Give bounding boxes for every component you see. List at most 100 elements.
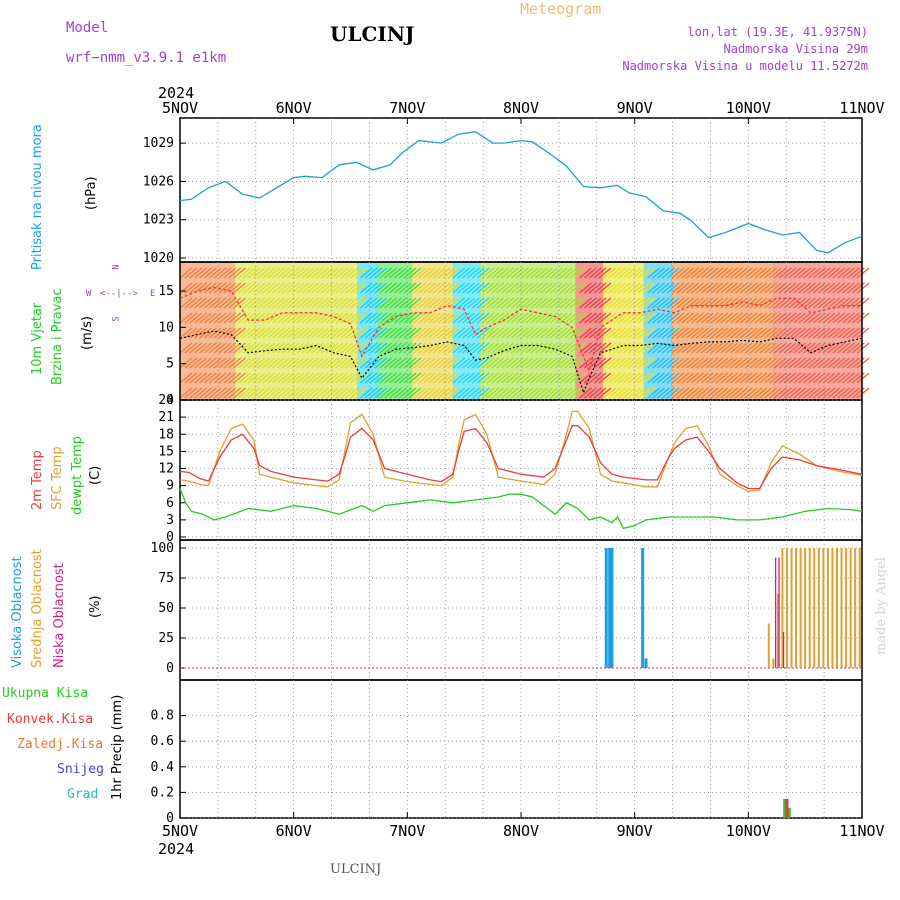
wind-barb: [705, 342, 719, 354]
wind-barb: [798, 297, 812, 309]
wind-barb: [389, 342, 402, 354]
wind-barb: [837, 372, 851, 384]
wind-barb: [622, 267, 636, 279]
wind-barb: [228, 387, 242, 399]
wind-barb: [496, 297, 510, 309]
wind-barb: [462, 297, 475, 309]
ytick-label-cloud_cover: 0: [166, 661, 174, 676]
wind-barb: [432, 372, 446, 384]
wind-barb: [398, 297, 412, 309]
xtick-label-bottom: 5NOV: [162, 822, 198, 840]
wind-barb: [384, 267, 398, 279]
wind-barb: [613, 357, 627, 369]
wind-barb: [525, 282, 539, 294]
wind-barb: [666, 372, 680, 384]
wind-barb: [598, 357, 612, 369]
wind-barb: [486, 387, 500, 399]
wind-barb: [398, 312, 412, 324]
wind-barb: [637, 357, 651, 369]
wind-barb: [569, 357, 583, 369]
wind-barb: [306, 297, 320, 309]
wind-barb: [471, 267, 485, 279]
wind-barb: [540, 312, 553, 324]
wind-barb: [335, 297, 349, 309]
wind-barb: [764, 357, 778, 369]
wind-barb: [418, 357, 432, 369]
wind-barb: [700, 357, 714, 369]
wind-barb: [194, 297, 208, 309]
wind-barb: [223, 387, 237, 399]
wind-barb: [622, 357, 636, 369]
wind-barb: [423, 387, 437, 399]
xtick-label-bottom: 9NOV: [617, 822, 653, 840]
wind-barb: [793, 282, 807, 294]
wind-barb: [403, 282, 417, 294]
wind-barb: [457, 372, 471, 384]
wind-barb: [754, 267, 768, 279]
wind-barb: [661, 267, 675, 279]
wind-barb: [817, 282, 831, 294]
wind-barb: [481, 297, 495, 309]
wind-barb: [418, 297, 432, 309]
wind-barb: [184, 342, 198, 354]
wind-barb: [754, 312, 768, 324]
wind-barb: [350, 342, 363, 354]
wind-barb: [510, 282, 524, 294]
compass-arrows: <--|-->: [100, 289, 138, 299]
wind-barb: [257, 282, 271, 294]
wind-barb: [627, 282, 641, 294]
wind-barb: [559, 297, 573, 309]
wind-barb: [773, 357, 787, 369]
wind-barb: [427, 357, 441, 369]
wind-barb: [350, 282, 363, 294]
wind-barb: [812, 327, 826, 339]
wind-barb: [427, 267, 441, 279]
wind-barb: [656, 387, 670, 399]
wind-barb: [691, 372, 704, 384]
wind-barb: [715, 312, 729, 324]
wind-barb: [413, 267, 427, 279]
wind-barb: [613, 342, 627, 354]
cloud-bar: [858, 548, 861, 668]
wind-barb: [549, 387, 563, 399]
wind-barb: [583, 282, 597, 294]
wind-barb: [705, 372, 719, 384]
wind-barb: [311, 387, 324, 399]
wind-barb: [281, 342, 295, 354]
footer-station: ULCINJ: [330, 862, 382, 877]
wind-barb: [730, 357, 743, 369]
wind-barb: [725, 327, 739, 339]
ytick-label-wind: 10: [158, 320, 174, 335]
wind-barb: [486, 312, 500, 324]
wind-barb: [842, 342, 855, 354]
wind-barb: [627, 372, 641, 384]
wind-barb: [233, 357, 247, 369]
wind-barb: [773, 372, 787, 384]
wind-barb: [252, 357, 266, 369]
wind-barb: [544, 297, 558, 309]
wind-barb: [686, 297, 700, 309]
wind-barb: [379, 282, 393, 294]
wind-barb: [199, 267, 212, 279]
wind-barb: [583, 342, 597, 354]
wind-barb: [311, 327, 324, 339]
wind-barb: [457, 282, 471, 294]
cloud-bar: [845, 548, 848, 668]
wind-barb: [272, 357, 286, 369]
wind-barb: [452, 297, 466, 309]
wind-barb: [647, 372, 661, 384]
xtick-label-bottom: 11NOV: [839, 822, 884, 840]
wind-barb: [335, 327, 349, 339]
wind-barb: [837, 267, 851, 279]
wind-barb: [408, 387, 422, 399]
wind-barb: [579, 282, 592, 294]
wind-barb: [364, 312, 378, 324]
wind-barb: [364, 387, 378, 399]
wind-barb: [491, 342, 505, 354]
wind-barb: [603, 312, 617, 324]
wind-barb: [276, 297, 290, 309]
wind-barb: [242, 267, 256, 279]
wind-barb: [320, 387, 334, 399]
wind-barb: [364, 297, 378, 309]
wind-barb: [481, 357, 495, 369]
